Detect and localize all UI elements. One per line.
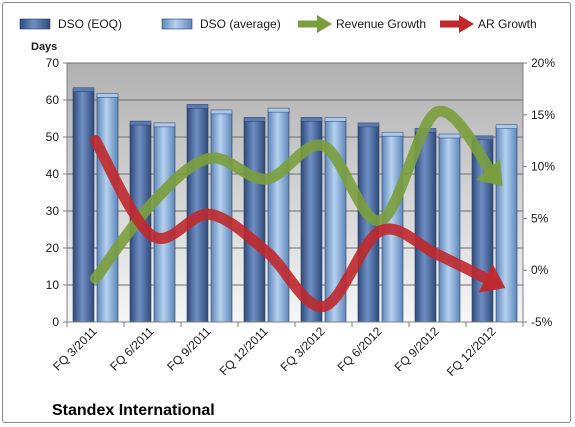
legend-label: DSO (average) [200,17,281,31]
bar-top [495,124,518,129]
y-right-tick-label: -5% [531,315,553,329]
bar-top [210,109,233,115]
bar [96,96,119,323]
legend-swatch-arrow [459,15,474,33]
y-left-tick-label: 0 [52,315,59,329]
bar-top [438,133,461,139]
series-line [90,135,500,312]
bar [243,120,266,323]
company-name: Standex International [52,402,215,419]
y-right-tick-label: 5% [531,211,549,225]
bar-top [267,107,290,113]
legend-label: DSO (EOQ) [58,17,122,31]
x-tick-label: FQ 3/2012 [278,324,328,374]
line-series [90,105,506,312]
y-left-tick-label: 40 [46,167,60,181]
bar [153,125,176,323]
bar-top [324,117,347,122]
x-tick-label: FQ 6/2011 [107,324,157,374]
series-arrowhead [478,263,506,293]
bar-top [129,120,152,126]
y-left-tick-label: 60 [46,93,60,107]
y-right-tick-label: 15% [531,108,555,122]
y-axis-title: Days [31,41,57,53]
y-left-tick-label: 10 [46,278,60,292]
bar-top [300,117,323,122]
x-tick-label: FQ 3/2011 [50,324,100,374]
y-left-tick-label: 20 [46,241,60,255]
x-tick-label: FQ 12/2011 [217,324,271,378]
bar-top [381,131,404,137]
bar [267,110,290,323]
bar-top [153,122,176,128]
legend-label: AR Growth [478,17,537,31]
x-tick-label: FQ 9/2011 [164,324,214,374]
x-tick-label: FQ 6/2012 [335,324,385,374]
legend-swatch [161,18,193,30]
series-arrowhead [475,158,503,187]
legend-swatch-arrow [317,15,332,33]
bar-top [357,122,380,128]
series-line [90,105,500,284]
legend-swatch [19,18,51,30]
y-left-tick-label: 30 [46,204,60,218]
axes [63,62,527,327]
legend: DSO (EOQ) DSO (average) Revenue Growth AR G… [19,15,537,33]
bar [414,131,437,323]
bar-top [186,104,209,109]
x-tick-label: FQ 12/2012 [444,324,499,379]
bar-top [72,87,95,92]
y-left-tick-label: 50 [46,130,60,144]
y-right-tick-label: 10% [531,160,555,174]
y-right-tick-label: 20% [531,56,555,70]
bar [72,90,95,323]
bar-top [96,93,119,98]
bar-top [243,117,266,122]
bar [438,136,461,323]
y-right-tick-label: 0% [531,263,549,277]
x-tick-label: FQ 9/2012 [392,324,442,374]
legend-label: Revenue Growth [336,17,426,31]
y-left-tick-label: 70 [46,56,60,70]
bar [495,127,518,323]
